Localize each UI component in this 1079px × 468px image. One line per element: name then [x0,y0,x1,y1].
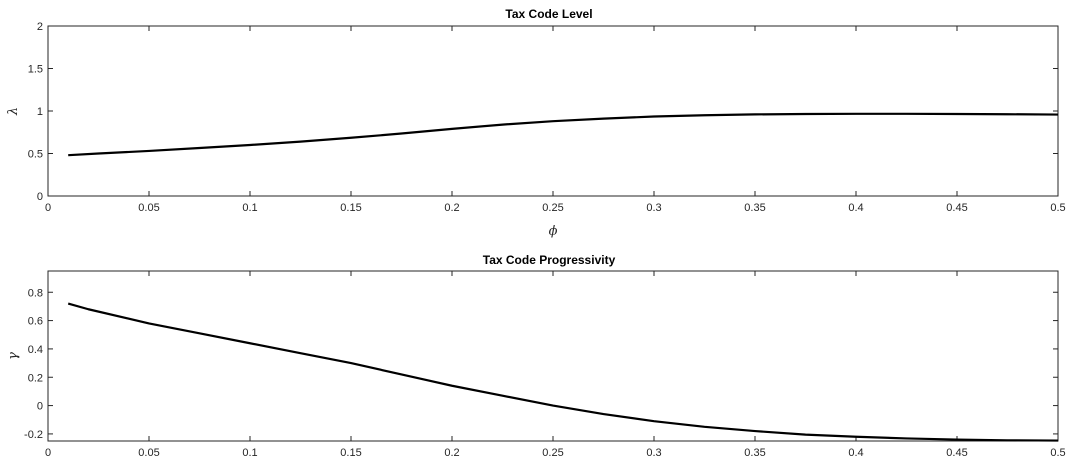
x-tick-label: 0.15 [340,447,361,459]
y-tick-label: 0.6 [28,316,43,328]
x-tick-label: 0.05 [138,202,159,214]
x-tick-label: 0.2 [444,202,459,214]
y-tick-label: 0 [37,401,43,413]
panel-title: Tax Code Level [505,7,592,21]
y-axis-label: γ [6,352,21,360]
x-tick-label: 0.2 [444,447,459,459]
x-tick-labels: 0 0.05 0.1 0.15 0.2 0.25 0.3 0.35 0.4 0.45 0.5 [45,447,1066,459]
x-tick-label: 0.1 [242,447,257,459]
x-tick-label: 0.5 [1050,202,1065,214]
y-tick-labels: -0.2 0 0.2 0.4 0.6 0.8 [24,287,43,441]
x-tick-label: 0 [45,447,51,459]
x-tick-label: 0.25 [542,447,563,459]
axes-box [47,270,1059,442]
y-tick-label: 0 [37,191,43,203]
x-tick-label: 0.3 [646,202,661,214]
y-tick-label: 1 [37,106,43,118]
series-line-lambda [68,112,1059,157]
x-tick-label: 0.1 [242,202,257,214]
panel-tax-code-progressivity: Tax Code Progressivity 0 0.05 0.1 0.15 0.2 0.… [6,253,1066,459]
x-tick-label: 0.4 [848,447,863,459]
x-tick-label: 0.15 [340,202,361,214]
x-tick-label: 0.45 [946,202,967,214]
axes-box [47,25,1059,197]
x-tick-label: 0.4 [848,202,863,214]
y-tick-label: 0.4 [28,344,43,356]
y-tick-label: 0.2 [28,372,43,384]
x-tick-label: 0.5 [1050,447,1065,459]
y-tick-labels: 0 0.5 1 1.5 2 [28,21,43,203]
y-tick-label: 2 [37,21,43,33]
y-tick-label: 1.5 [28,64,43,76]
x-tick-label: 0.35 [744,447,765,459]
x-axis-label: ϕ [549,224,558,239]
x-tick-label: 0.45 [946,447,967,459]
x-tick-label: 0.25 [542,202,563,214]
y-tick-label: 0.8 [28,287,43,299]
panel-tax-code-level: Tax Code Level 0 0.05 0.1 0.15 0.2 0.25 0.3 0.3… [6,7,1066,239]
y-axis-label: λ [6,107,21,116]
tick-group [47,271,1059,441]
x-tick-labels: 0 0.05 0.1 0.15 0.2 0.25 0.3 0.35 0.4 0.45 0.5 [45,202,1066,214]
tick-group [47,25,1059,197]
x-tick-label: 0.3 [646,447,661,459]
x-tick-label: 0.35 [744,202,765,214]
y-tick-label: 0.5 [28,149,43,161]
x-tick-label: 0.05 [138,447,159,459]
y-tick-label: -0.2 [24,429,43,441]
series-line-gamma [67,302,1059,442]
panel-title: Tax Code Progressivity [483,253,616,267]
x-tick-label: 0 [45,202,51,214]
